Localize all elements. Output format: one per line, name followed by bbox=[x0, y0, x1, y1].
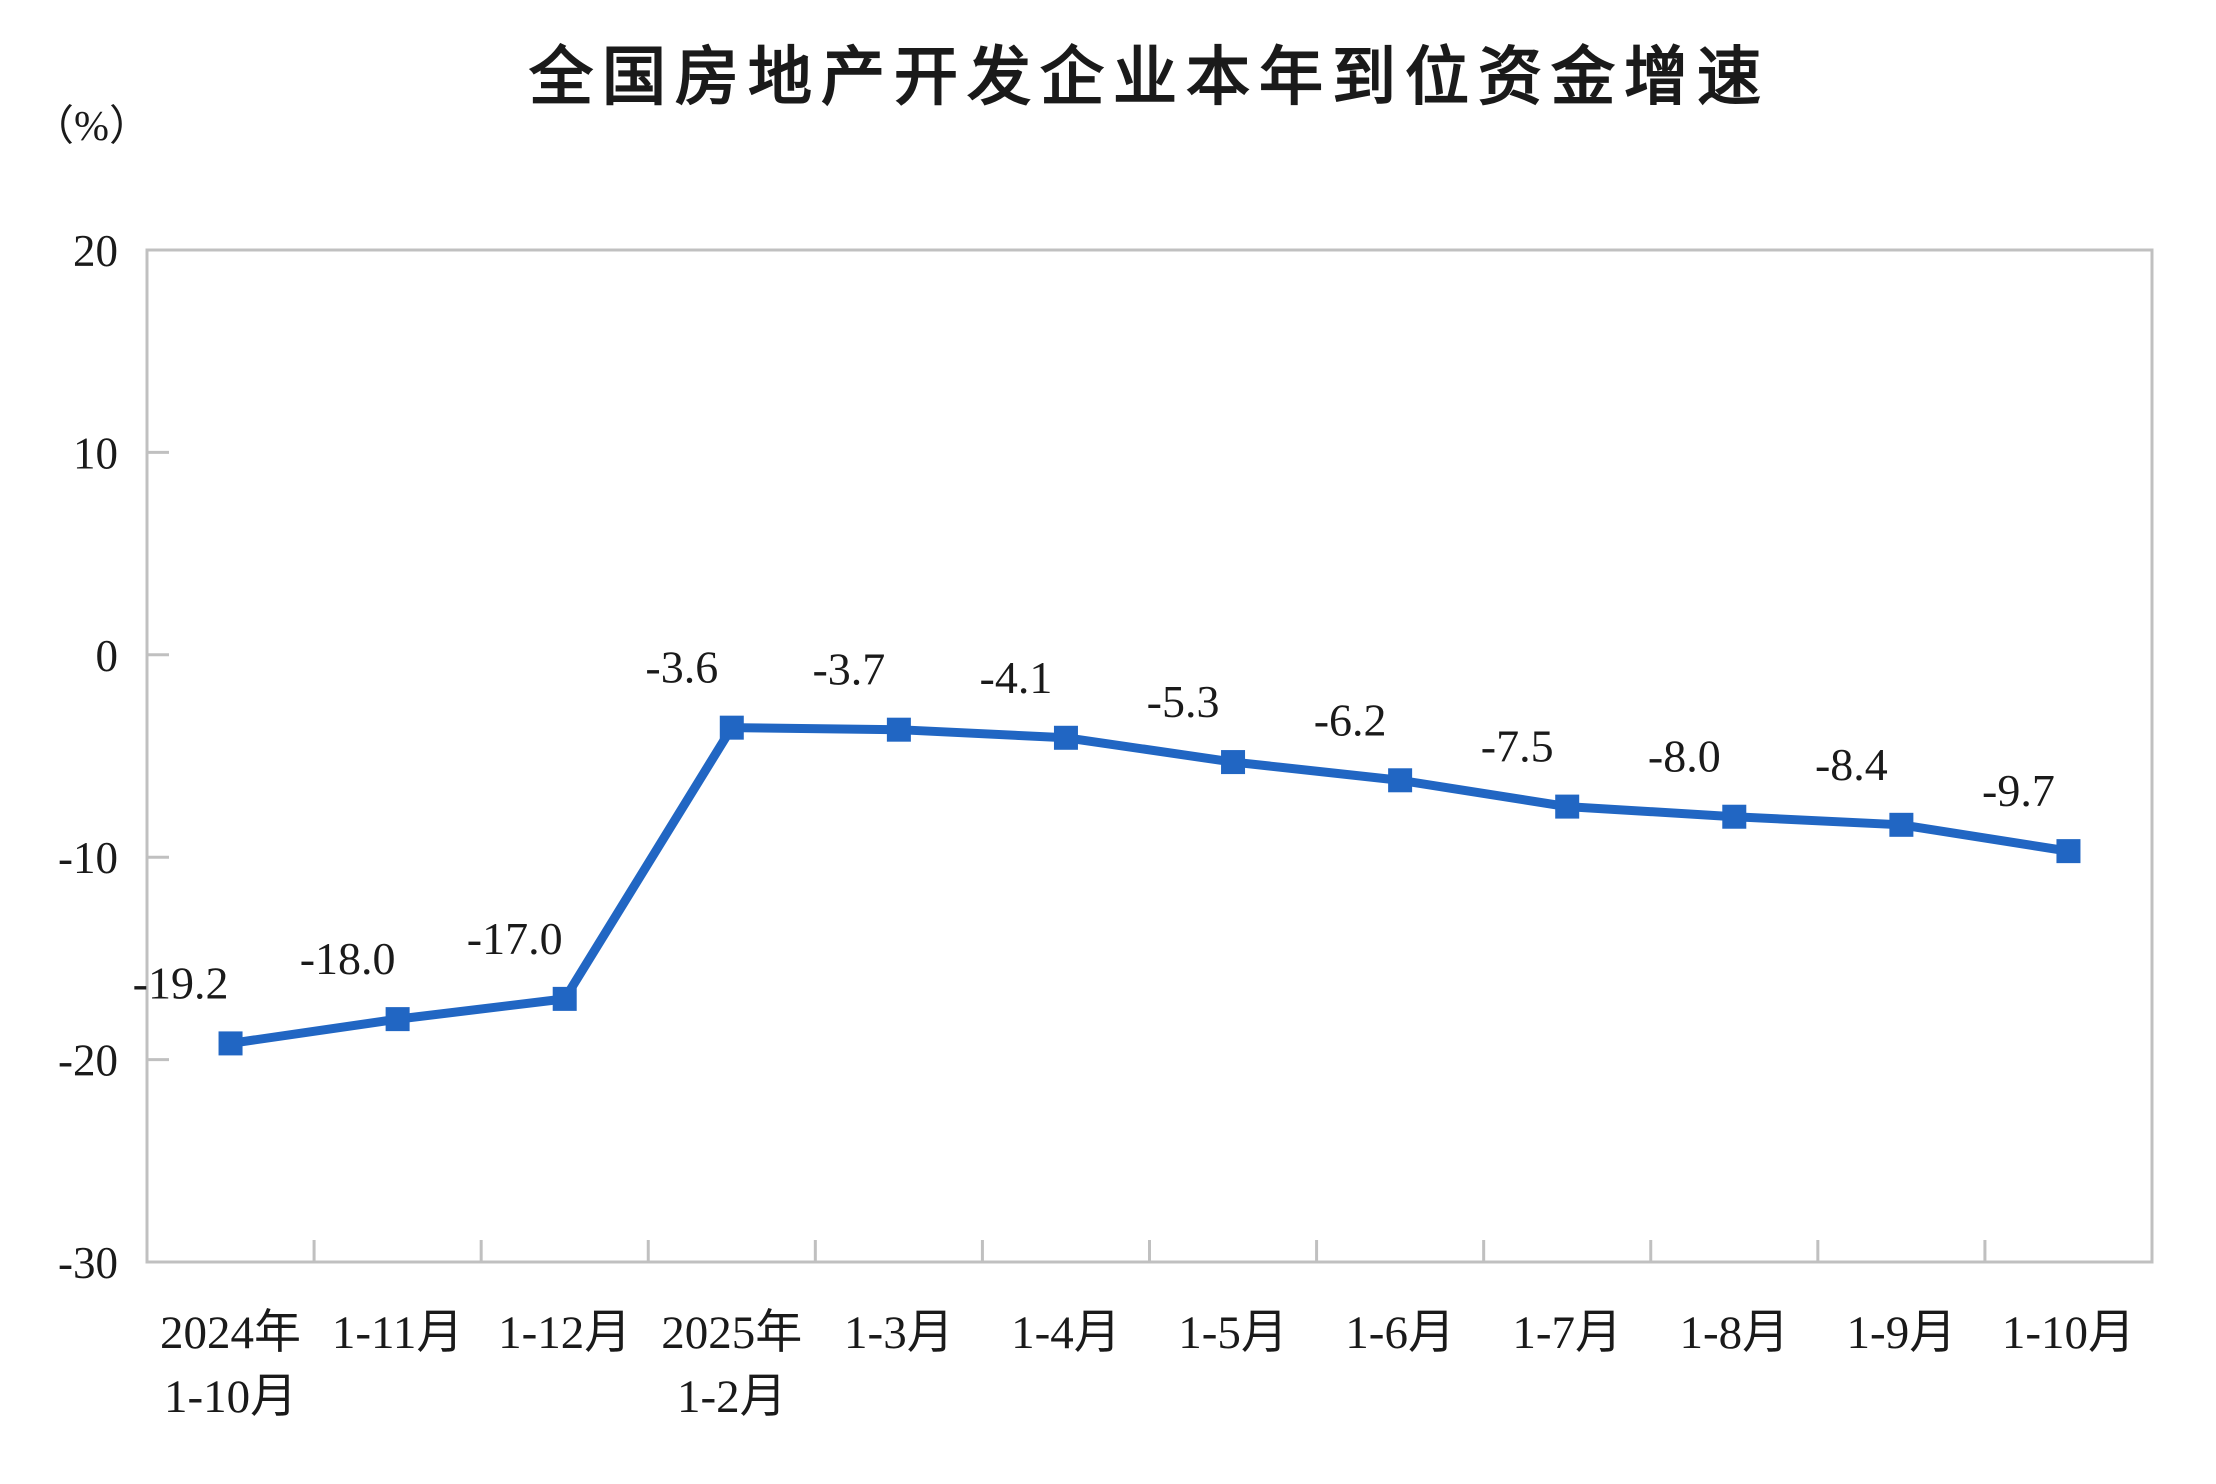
y-tick-label: 10 bbox=[73, 428, 118, 478]
x-axis-label: 1-9月 bbox=[1847, 1307, 1957, 1359]
series-line bbox=[229, 723, 2070, 1048]
x-axis-label: 1-7月 bbox=[1512, 1307, 1622, 1359]
x-axis-label: 1-10月 bbox=[2002, 1307, 2135, 1359]
data-point-marker bbox=[1555, 794, 1580, 819]
data-point-marker bbox=[385, 1007, 410, 1032]
x-axis-label: 1-6月 bbox=[1345, 1307, 1455, 1359]
data-point-marker bbox=[1221, 750, 1246, 775]
data-label: -19.2 bbox=[133, 957, 229, 1008]
data-point-marker bbox=[552, 986, 577, 1011]
x-axis-label-line: 1-8月 bbox=[1679, 1307, 1789, 1359]
data-point-marker bbox=[1053, 725, 1078, 750]
x-axis-label-line: 1-6月 bbox=[1345, 1307, 1455, 1359]
data-label: -9.7 bbox=[1982, 765, 2055, 816]
x-axis-label: 1-3月 bbox=[844, 1307, 954, 1359]
x-axis-label-line: 1-2月 bbox=[677, 1371, 787, 1423]
data-point-marker bbox=[886, 717, 911, 742]
x-axis-label-line: 1-10月 bbox=[2002, 1307, 2135, 1359]
x-axis-label-line: 1-7月 bbox=[1512, 1307, 1622, 1359]
x-axis-label-line: 1-3月 bbox=[844, 1307, 954, 1359]
x-axis-label-line: 2024年 bbox=[160, 1307, 301, 1359]
data-point-marker bbox=[1388, 768, 1413, 793]
data-point-marker bbox=[1722, 804, 1747, 829]
data-label: -17.0 bbox=[467, 913, 563, 964]
x-axis-label: 1-11月 bbox=[332, 1307, 463, 1359]
x-axis-label: 2024年 1-10月 bbox=[160, 1307, 301, 1423]
x-axis-label: 1-5月 bbox=[1178, 1307, 1288, 1359]
x-axis-label-line: 1-10月 bbox=[164, 1371, 297, 1423]
data-label: -8.0 bbox=[1648, 731, 1721, 782]
data-label: -3.6 bbox=[645, 642, 718, 693]
data-label: -7.5 bbox=[1481, 721, 1554, 772]
data-point-marker bbox=[1889, 812, 1914, 837]
data-label: -3.7 bbox=[812, 644, 885, 695]
x-axis-label-line: 1-11月 bbox=[332, 1307, 463, 1359]
y-tick-label: -20 bbox=[58, 1036, 118, 1086]
y-tick-label: -30 bbox=[58, 1238, 118, 1288]
y-tick-label: 20 bbox=[73, 226, 118, 276]
data-point-marker bbox=[719, 715, 744, 740]
data-point-marker bbox=[218, 1031, 243, 1056]
data-point-marker bbox=[2056, 839, 2081, 864]
x-axis-label: 1-8月 bbox=[1679, 1307, 1789, 1359]
x-axis-label: 2025年 1-2月 bbox=[661, 1307, 802, 1423]
x-axis-label-line: 2025年 bbox=[661, 1307, 802, 1359]
y-tick-label: -10 bbox=[58, 833, 118, 883]
x-axis-label-line: 1-12月 bbox=[498, 1307, 631, 1359]
data-label: -6.2 bbox=[1314, 694, 1387, 745]
x-axis-label-line: 1-5月 bbox=[1178, 1307, 1288, 1359]
data-label: -5.3 bbox=[1147, 676, 1220, 727]
y-tick-label: 0 bbox=[96, 631, 119, 681]
data-label: -8.4 bbox=[1815, 739, 1888, 790]
x-axis-label: 1-12月 bbox=[498, 1307, 631, 1359]
x-axis-label: 1-4月 bbox=[1011, 1307, 1121, 1359]
x-axis-label-line: 1-9月 bbox=[1847, 1307, 1957, 1359]
chart-title: 全国房地产开发企业本年到位资金增速 bbox=[529, 42, 1770, 113]
data-label: -18.0 bbox=[300, 933, 396, 984]
data-label: -4.1 bbox=[980, 652, 1053, 703]
y-axis-unit-label: （%） bbox=[32, 104, 151, 150]
x-axis-label-line: 1-4月 bbox=[1011, 1307, 1121, 1359]
